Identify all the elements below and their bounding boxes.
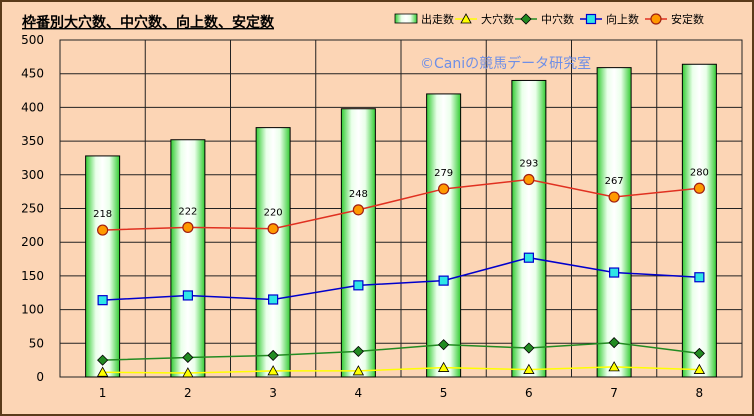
legend: 出走数 大穴数 中穴数 向上数 安定数 [394, 12, 704, 26]
y-tick-label: 0 [36, 370, 44, 384]
data-point [608, 191, 620, 203]
data-point [608, 337, 620, 349]
series-square [97, 252, 705, 306]
data-point [608, 361, 620, 372]
data-point [267, 223, 279, 235]
series-triangle [96, 361, 706, 378]
y-tick-label: 150 [21, 269, 44, 283]
legend-item: 向上数 [580, 12, 639, 26]
x-tick-label: 8 [696, 386, 704, 400]
bar [170, 139, 206, 378]
data-label: 222 [178, 206, 197, 217]
data-point [182, 351, 194, 364]
legend-item: 大穴数 [455, 12, 514, 26]
data-label: 293 [519, 159, 538, 170]
bar [426, 93, 462, 378]
legend-label: 出走数 [421, 12, 454, 26]
data-point [523, 252, 534, 263]
data-point [693, 182, 705, 194]
data-label: 280 [690, 167, 709, 178]
data-point [268, 294, 279, 305]
data-label: 267 [605, 176, 624, 187]
y-tick-label: 450 [21, 67, 44, 81]
data-point [609, 267, 620, 278]
data-point [97, 224, 109, 236]
data-point [182, 221, 194, 233]
bar [255, 127, 291, 378]
data-point [523, 173, 535, 186]
bar [511, 79, 547, 378]
y-tick-label: 250 [21, 202, 44, 216]
data-point [352, 204, 364, 216]
data-point [438, 339, 450, 351]
bar [340, 108, 376, 378]
y-tick-label: 350 [21, 134, 44, 148]
watermark: ©Caniの競馬データ研究室 [420, 55, 591, 72]
chart-title: 枠番別大穴数、中穴数、向上数、安定数 [22, 14, 275, 31]
data-point [438, 275, 449, 286]
series-line [102, 341, 700, 361]
x-tick-label: 7 [610, 386, 618, 400]
legend-item: 安定数 [645, 12, 704, 26]
x-tick-label: 6 [525, 386, 533, 400]
x-tick-label: 4 [355, 386, 363, 400]
y-tick-label: 50 [29, 336, 44, 350]
legend-label: 中穴数 [541, 12, 574, 26]
x-tick-label: 2 [184, 386, 192, 400]
line-series [96, 173, 706, 378]
data-point [353, 280, 364, 291]
data-point [523, 363, 535, 374]
data-point [694, 272, 705, 283]
data-point [352, 365, 365, 376]
data-point [97, 354, 109, 366]
legend-label: 向上数 [606, 12, 639, 26]
y-tick-label: 300 [21, 168, 44, 182]
y-tick-label: 400 [21, 100, 44, 114]
legend-label: 安定数 [671, 12, 704, 26]
data-label: 248 [349, 189, 368, 200]
bar [596, 67, 632, 378]
data-label: 218 [93, 209, 112, 220]
legend-marker [520, 13, 532, 25]
x-tick-label: 5 [440, 386, 448, 400]
data-labels: 218 222 220 248 279 293 267 280 [93, 159, 709, 221]
data-point [438, 183, 450, 195]
data-point [693, 363, 706, 374]
series-line [102, 178, 700, 231]
bar-series [85, 63, 717, 378]
legend-marker [460, 13, 472, 24]
legend-marker [585, 13, 597, 25]
data-point [96, 366, 109, 377]
x-axis-ticks: 1 2 3 4 5 6 7 8 [99, 386, 703, 400]
series-circle [97, 173, 705, 236]
data-point [267, 349, 279, 361]
legend-item: 出走数 [394, 12, 454, 26]
data-label: 220 [264, 208, 283, 219]
legend-label: 大穴数 [481, 12, 514, 26]
data-point [693, 347, 705, 359]
legend-swatch [394, 13, 418, 24]
data-point [182, 290, 193, 301]
data-point [97, 295, 108, 306]
data-point [523, 342, 535, 354]
data-point [352, 345, 364, 357]
series-line [102, 256, 700, 301]
y-tick-label: 100 [21, 303, 44, 317]
data-label: 279 [434, 168, 453, 179]
data-point [267, 365, 279, 376]
legend-marker [650, 13, 662, 25]
y-axis-ticks: 0 50 100 150 200 250 300 350 400 450 500 [21, 33, 44, 384]
data-point [437, 361, 450, 372]
x-tick-label: 3 [269, 386, 277, 400]
y-tick-label: 200 [21, 235, 44, 249]
bar [681, 63, 717, 378]
series-line [102, 366, 700, 374]
x-tick-label: 1 [99, 386, 107, 400]
y-tick-label: 500 [21, 33, 44, 47]
series-diamond [97, 337, 705, 366]
data-point [182, 367, 194, 378]
bar [85, 155, 121, 378]
legend-item: 中穴数 [515, 12, 574, 26]
